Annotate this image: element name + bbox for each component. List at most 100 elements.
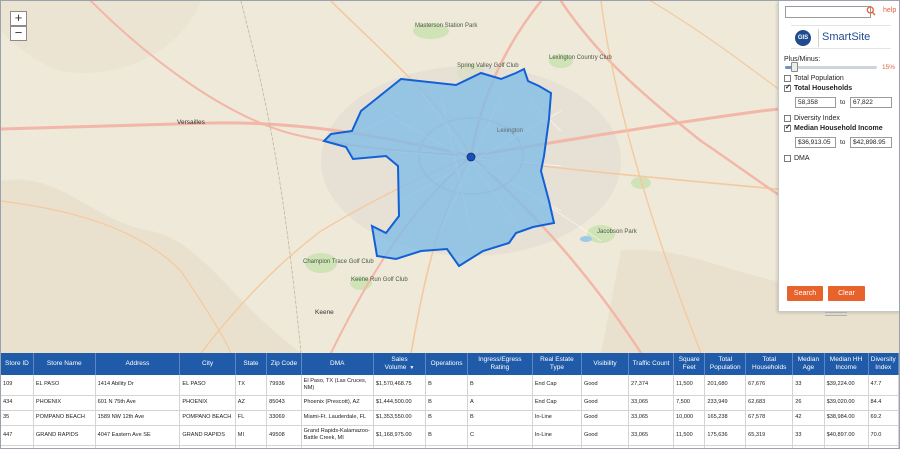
column-header-label: Sales Volume: [384, 356, 408, 371]
column-header-label: DMA: [330, 360, 345, 367]
checkbox-median-household-income[interactable]: [784, 123, 791, 132]
results-table: Store ID Store Name Address City State Zip Co…: [1, 353, 899, 448]
column-header-city[interactable]: City: [179, 353, 236, 375]
checkbox-total-population[interactable]: [784, 75, 791, 82]
checkbox-dma[interactable]: [784, 155, 791, 162]
help-link[interactable]: help: [883, 7, 897, 14]
table-cell: 325 White Bridge Pike: [95, 445, 181, 448]
table-cell: AZ: [235, 395, 268, 411]
filter-total-households[interactable]: Total Households: [784, 83, 852, 92]
income-max-input[interactable]: [850, 137, 892, 148]
income-min-input[interactable]: [795, 137, 836, 148]
column-header-ingress-egress-rating[interactable]: Ingress/Egress Rating: [467, 353, 533, 375]
column-header-dma[interactable]: DMA: [301, 353, 374, 375]
table-cell: In-Line: [532, 445, 582, 448]
table-cell: MI: [235, 425, 268, 446]
table-cell: 35: [1, 410, 34, 426]
column-header-total-population[interactable]: Total Population: [704, 353, 747, 375]
panel-resize-handle[interactable]: [825, 312, 847, 316]
column-header-sales-volume[interactable]: Sales Volume ▼: [373, 353, 427, 375]
column-header-median-hh-income[interactable]: Median HH Income: [824, 353, 869, 375]
column-header-label: State: [243, 360, 259, 367]
column-header-store-id[interactable]: Store ID: [1, 353, 34, 375]
slider-fill: [785, 66, 795, 69]
table-cell: $39,020.00: [824, 395, 869, 411]
table-cell: 165,238: [704, 410, 747, 426]
trade-area-polygon: [322, 67, 556, 268]
column-header-address[interactable]: Address: [95, 353, 181, 375]
town-label-lexington: Lexington: [497, 128, 524, 134]
filter-dma[interactable]: DMA: [784, 155, 810, 162]
search-input[interactable]: [785, 6, 871, 18]
column-header-traffic-count[interactable]: Traffic Count: [628, 353, 674, 375]
column-header-square-feet[interactable]: Square Feet: [673, 353, 706, 375]
table-row[interactable]: 434 PHOENIX 601 N 75th Ave PHOENIX AZ 85043 Ph…: [1, 395, 899, 411]
table-cell: C: [425, 445, 468, 448]
table-cell: Good: [581, 410, 630, 426]
column-header-store-name[interactable]: Store Name: [33, 353, 96, 375]
sort-descending-icon[interactable]: ▼: [409, 365, 415, 371]
table-cell: 38,056: [628, 445, 674, 448]
table-cell: 201,680: [704, 375, 747, 396]
column-header-label: Zip Code: [270, 360, 298, 367]
column-header-real-estate-type[interactable]: Real Estate Type: [532, 353, 582, 375]
table-cell: End Cap: [532, 395, 582, 411]
filter-median-household-income[interactable]: Median Household Income: [784, 123, 883, 132]
table-cell: 57.5: [868, 445, 899, 448]
table-row[interactable]: 402NASHVILLE325 White Bridge PikeNASHVIL…: [1, 445, 899, 448]
table-cell: Good: [581, 395, 630, 411]
table-cell: FL: [235, 410, 268, 426]
table-cell: 62,683: [745, 395, 794, 411]
plus-minus-slider[interactable]: [785, 66, 877, 69]
search-button[interactable]: Search: [787, 286, 823, 301]
column-header-operations[interactable]: Operations: [425, 353, 468, 375]
table-cell: B: [425, 410, 468, 426]
filter-label: Median Household Income: [794, 125, 883, 132]
table-cell: 601 N 75th Ave: [95, 395, 181, 411]
table-cell: Nashville, TN: [301, 445, 374, 448]
households-max-input[interactable]: [850, 97, 892, 108]
column-header-label: Visibility: [593, 360, 617, 367]
table-cell: End Cap: [532, 375, 582, 396]
checkbox-diversity-index[interactable]: [784, 115, 791, 122]
column-header-visibility[interactable]: Visibility: [581, 353, 630, 375]
zoom-out-button[interactable]: −: [10, 26, 27, 41]
table-row[interactable]: 109 EL PASO 1414 Ability Dr EL PASO TX 79936 E…: [1, 375, 899, 396]
table-cell: NASHVILLE: [179, 445, 236, 448]
table-cell: Phoenix (Prescott), AZ: [301, 395, 374, 411]
search-panel: help GIS SmartSite Plus/Minus: 15% Total…: [778, 1, 899, 312]
table-cell: $1,168,975.00: [373, 425, 427, 446]
table-row[interactable]: 447 GRAND RAPIDS 4047 Eastern Ave SE GRAND …: [1, 425, 899, 446]
clear-button[interactable]: Clear: [828, 286, 865, 301]
zoom-in-button[interactable]: +: [10, 11, 27, 26]
table-cell: B: [425, 425, 468, 446]
checkbox-total-households[interactable]: [784, 83, 791, 92]
table-cell: 109: [1, 375, 34, 396]
column-header-label: Median HH Income: [829, 356, 863, 371]
column-header-median-age[interactable]: Median Age: [792, 353, 825, 375]
table-cell: 33,065: [628, 425, 674, 446]
column-header-diversity-index[interactable]: Diversity Index: [868, 353, 899, 375]
table-cell: 37209: [266, 445, 302, 448]
column-header-total-households[interactable]: Total Households: [745, 353, 794, 375]
map-view[interactable]: Versailles Keene Lexington Masterson Sta…: [1, 1, 899, 353]
table-cell: Good: [581, 375, 630, 396]
filter-total-population[interactable]: Total Population: [784, 75, 844, 82]
table-row[interactable]: 35 POMPANO BEACH 1589 NW 12th Ave POMPANO B…: [1, 410, 899, 426]
table-cell: 69.2: [868, 410, 899, 426]
place-label-country-club: Lexington Country Club: [549, 55, 612, 61]
search-icon[interactable]: [866, 5, 876, 17]
column-header-state[interactable]: State: [235, 353, 268, 375]
column-header-zip-code[interactable]: Zip Code: [266, 353, 302, 375]
table-cell: 26: [792, 395, 825, 411]
slider-handle[interactable]: [791, 62, 799, 72]
households-min-input[interactable]: [795, 97, 836, 108]
table-cell: B: [467, 410, 533, 426]
table-cell: 84.4: [868, 395, 899, 411]
table-cell: In-Line: [532, 425, 582, 446]
table-cell: EL PASO: [179, 375, 236, 396]
table-cell: 138,575: [704, 445, 747, 448]
table-cell: 67,676: [745, 375, 794, 396]
filter-diversity-index[interactable]: Diversity Index: [784, 115, 840, 122]
